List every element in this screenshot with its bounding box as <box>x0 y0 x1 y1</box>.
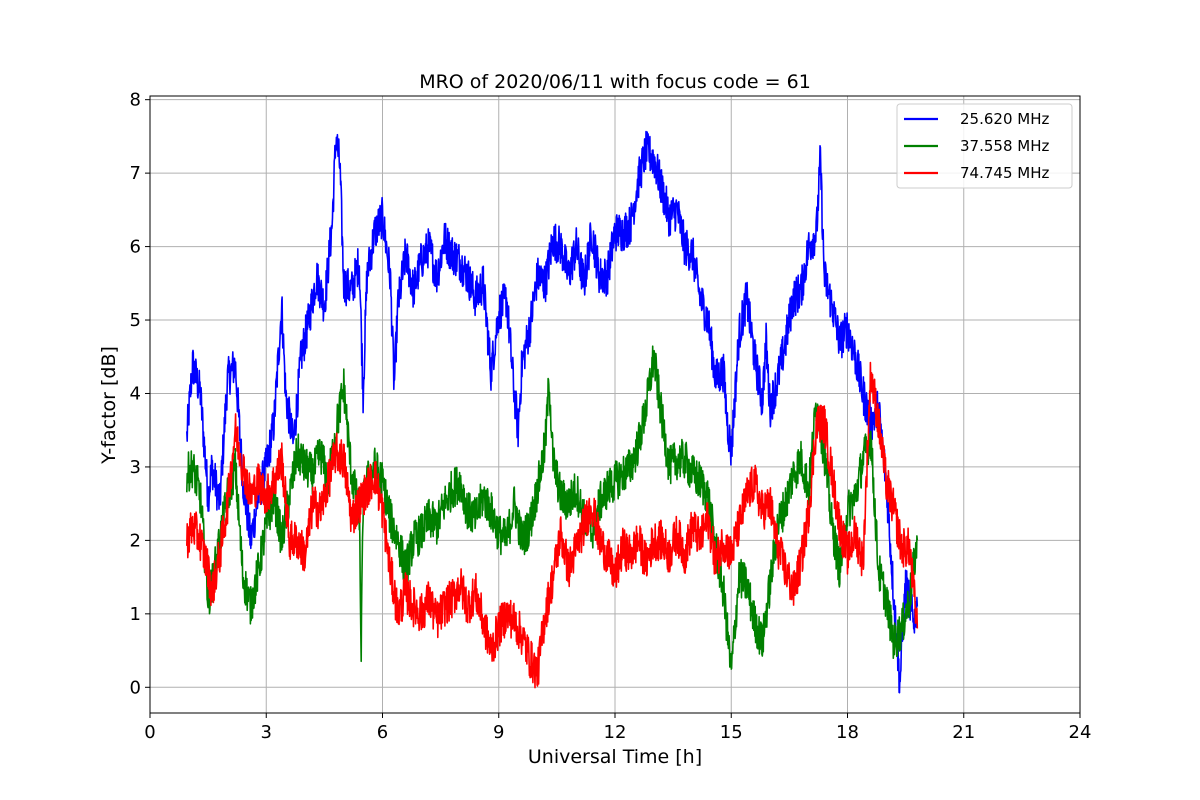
legend: 25.620 MHz 37.558 MHz 74.745 MHz <box>896 103 1073 189</box>
x-tick-label: 15 <box>720 722 743 743</box>
x-tick-label: 0 <box>144 722 155 743</box>
x-tick-label: 9 <box>493 722 504 743</box>
y-tick-label: 2 <box>130 530 141 551</box>
series-line-3 <box>186 361 919 689</box>
legend-box <box>896 103 1073 189</box>
chart-title: MRO of 2020/06/11 with focus code = 61 <box>419 71 811 93</box>
legend-label: 74.745 MHz <box>960 164 1049 182</box>
legend-label: 25.620 MHz <box>960 110 1049 128</box>
x-tick-label: 3 <box>261 722 272 743</box>
y-tick-label: 1 <box>130 604 141 625</box>
y-tick-label: 0 <box>130 677 141 698</box>
x-tick-label: 21 <box>952 722 975 743</box>
y-axis: 0 1 2 3 4 5 6 7 8 <box>130 90 150 698</box>
y-tick-label: 3 <box>130 457 141 478</box>
y-tick-label: 4 <box>130 383 141 404</box>
y-tick-label: 7 <box>130 163 141 184</box>
x-tick-label: 24 <box>1069 722 1092 743</box>
legend-label: 37.558 MHz <box>960 137 1049 155</box>
x-tick-label: 12 <box>604 722 627 743</box>
series-line-2 <box>186 345 919 670</box>
y-tick-label: 6 <box>130 237 141 258</box>
y-tick-label: 5 <box>130 310 141 331</box>
y-axis-label: Y-factor [dB] <box>98 346 120 465</box>
x-tick-label: 18 <box>836 722 859 743</box>
x-axis: 0 3 6 9 12 15 18 21 24 <box>144 713 1091 743</box>
series-group <box>186 130 919 694</box>
x-tick-label: 6 <box>377 722 388 743</box>
y-tick-label: 8 <box>130 90 141 111</box>
x-axis-label: Universal Time [h] <box>528 746 702 768</box>
series-line-1 <box>186 130 919 694</box>
